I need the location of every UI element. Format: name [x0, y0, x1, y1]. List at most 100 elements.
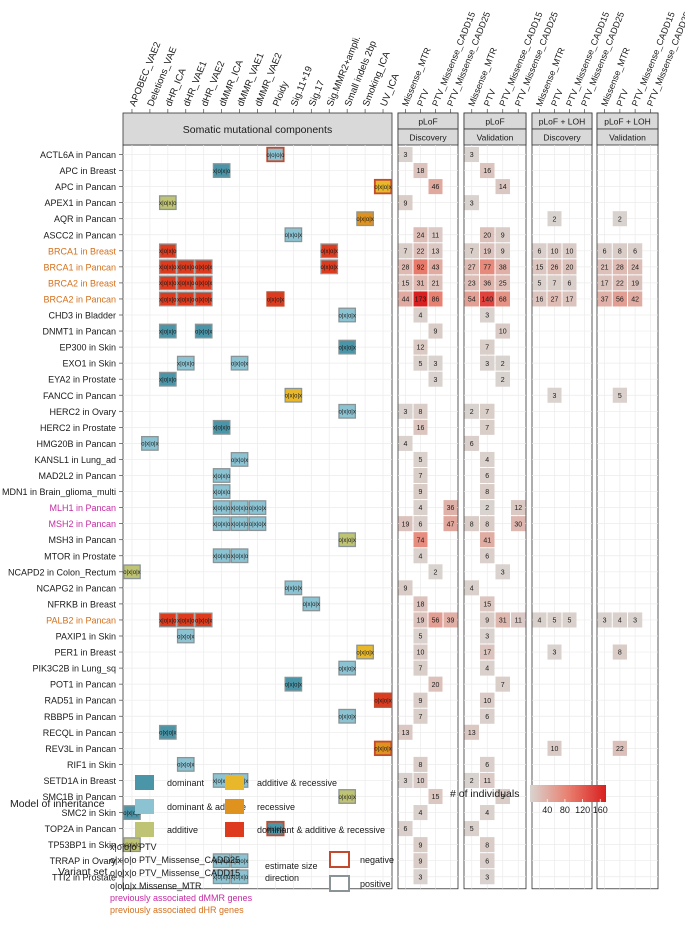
count-tile [428, 355, 443, 371]
count-tile [413, 275, 428, 291]
row-label: BRCA2 in Breast [48, 278, 117, 288]
row-label: TOP2A in Pancan [45, 824, 116, 834]
count-label: 16 [417, 425, 425, 432]
count-label: 43 [432, 264, 440, 271]
count-label: 3 [485, 634, 489, 641]
count-label: 9 [501, 248, 505, 255]
count-label: 15 [536, 264, 544, 271]
count-tile [480, 692, 495, 708]
count-tile [612, 291, 627, 307]
count-label: 13 [432, 248, 440, 255]
count-tile [413, 163, 428, 179]
count-tile [597, 612, 612, 628]
count-label: 10 [551, 248, 559, 255]
association-tile [338, 660, 357, 676]
count-tile [413, 805, 428, 821]
count-label: 16 [536, 297, 544, 304]
row-label: APEX1 in Pancan [44, 198, 116, 208]
row-label: MSH3 in Pancan [48, 535, 116, 545]
count-label: 5 [553, 618, 557, 625]
count-label: 18 [417, 602, 425, 609]
count-label: 6 [603, 248, 607, 255]
count-tile [428, 371, 443, 387]
count-panel-subtitle: Discovery [409, 133, 447, 143]
count-label: 2 [485, 505, 489, 512]
count-label: 10 [566, 248, 574, 255]
count-label: 24 [631, 264, 639, 271]
count-tile [495, 355, 510, 371]
x-tick-label: PTV [614, 88, 630, 108]
association-code: o|x|o|x [177, 634, 194, 640]
count-tile [511, 516, 526, 532]
count-label: 3 [485, 361, 489, 368]
count-label: 28 [616, 264, 624, 271]
row-label: PAXIP1 in Skin [56, 632, 116, 642]
count-label: 6 [538, 248, 542, 255]
association-code: o|x|o|x [338, 313, 355, 319]
association-code: o|x|o|x [249, 522, 266, 528]
row-label: ASCC2 in Pancan [43, 230, 116, 240]
count-label: 6 [485, 762, 489, 769]
count-tile [464, 243, 479, 259]
count-tile [413, 628, 428, 644]
association-tile [212, 853, 231, 869]
count-label: 9 [419, 858, 423, 865]
count-label: 3 [633, 618, 637, 625]
row-label: PER1 in Breast [54, 648, 116, 658]
association-code: o|x|o|x [195, 265, 212, 271]
association-tile [212, 163, 231, 178]
association-tile [158, 612, 177, 628]
count-tile [480, 837, 495, 853]
count-label: 4 [485, 457, 489, 464]
association-tile [176, 612, 195, 628]
association-code: o|x|o|x [267, 827, 284, 833]
count-label: 20 [483, 232, 491, 239]
count-tile [495, 259, 510, 275]
association-tile [338, 708, 357, 724]
count-label: 13 [468, 730, 476, 737]
association-tile [194, 275, 213, 291]
count-label: 4 [419, 505, 423, 512]
association-tile [230, 355, 249, 371]
count-tile [612, 211, 627, 227]
count-label: 36 [483, 281, 491, 288]
association-tile [373, 740, 393, 757]
association-tile [158, 291, 177, 307]
count-tile [413, 837, 428, 853]
count-tile [532, 275, 547, 291]
count-tile [398, 195, 413, 211]
count-panel-subtitle: Validation [609, 133, 646, 143]
association-code: x|o|x|o [159, 329, 177, 335]
association-tile [176, 355, 195, 371]
count-label: 7 [485, 345, 489, 352]
association-code: x|o|x|o [213, 426, 231, 432]
count-tile [495, 275, 510, 291]
x-tick-label: PTV [415, 88, 431, 108]
count-panel-title: pLoF + LOH [604, 117, 651, 127]
count-panel-title: pLoF [418, 117, 437, 127]
count-label: 4 [618, 618, 622, 625]
count-tile [413, 532, 428, 548]
count-label: 17 [483, 650, 491, 657]
row-label: BRCA2 in Pancan [43, 294, 116, 304]
count-label: 9 [434, 329, 438, 336]
row-label: APC in Pancan [55, 182, 116, 192]
count-label: 8 [419, 409, 423, 416]
count-tile [562, 259, 577, 275]
count-tile [398, 259, 413, 275]
count-label: 5 [618, 393, 622, 400]
variant-legend-item: o|o|o|x Missense_MTR [110, 881, 202, 891]
association-tile [176, 259, 195, 275]
association-code: o|x|o|x [231, 859, 248, 865]
count-tile [464, 435, 479, 451]
count-tile [480, 227, 495, 243]
count-label: 7 [419, 714, 423, 721]
count-tile [480, 500, 495, 516]
count-tile [480, 869, 495, 885]
count-tile [532, 243, 547, 259]
association-tile [338, 403, 357, 419]
count-tile [612, 740, 627, 756]
count-tile [628, 291, 643, 307]
association-code: o|x|o|x [195, 618, 212, 624]
count-label: 4 [470, 585, 474, 592]
